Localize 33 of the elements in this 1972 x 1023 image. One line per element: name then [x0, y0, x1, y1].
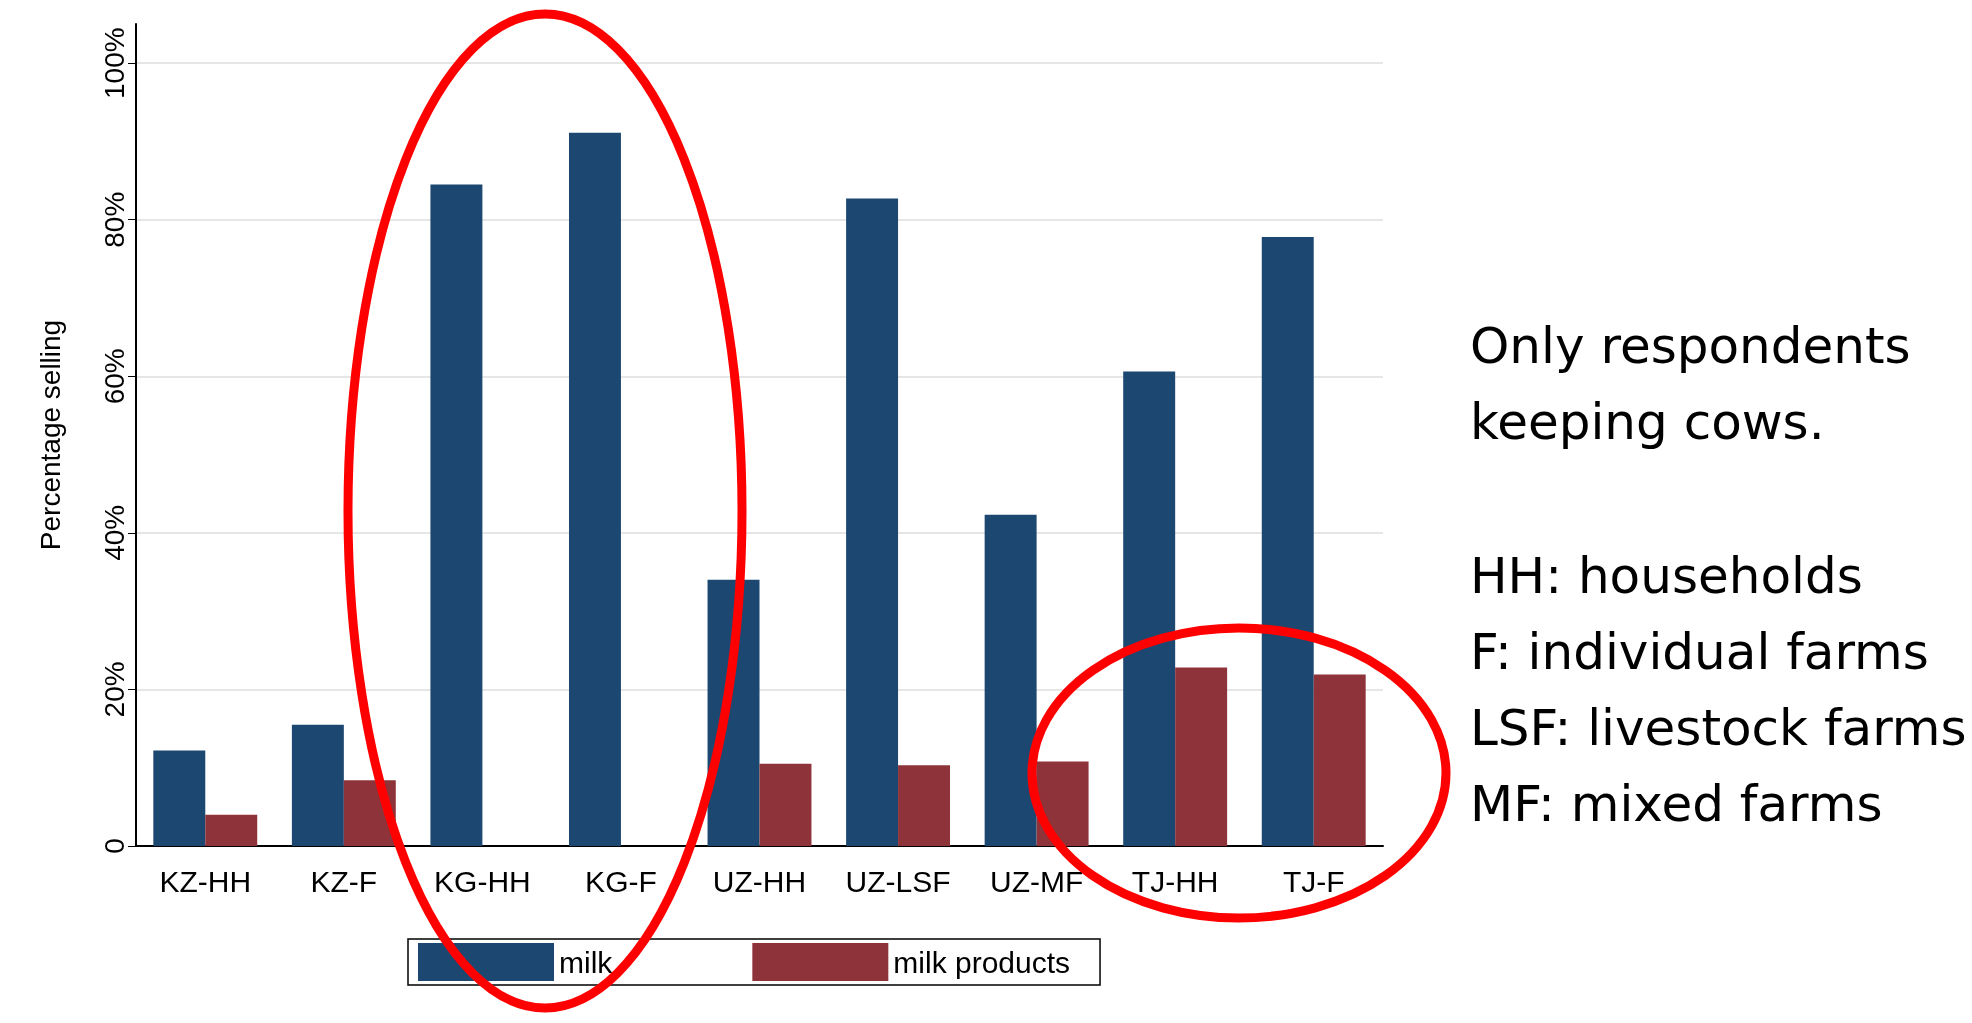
- bar: [984, 514, 1037, 846]
- x-tick-label: TJ-HH: [1131, 864, 1219, 898]
- bar: [1313, 674, 1366, 846]
- y-tick-label: 80%: [98, 191, 130, 248]
- x-tick-label: KG-F: [585, 864, 657, 898]
- legend-label: milk products: [893, 945, 1071, 979]
- y-tick-label: 0: [98, 838, 130, 854]
- y-tick-label: 20%: [98, 661, 130, 718]
- y-tick-label: 60%: [98, 348, 130, 405]
- bar: [1175, 667, 1228, 846]
- bar: [291, 724, 344, 846]
- x-tick-label: TJ-F: [1282, 864, 1345, 898]
- legend-label: milk: [559, 945, 614, 979]
- bar: [568, 132, 621, 846]
- x-tick-label: KG-HH: [434, 864, 531, 898]
- bar: [759, 763, 812, 846]
- x-tick-label: UZ-HH: [712, 864, 807, 898]
- bar: [430, 184, 483, 846]
- bar: [1123, 371, 1176, 846]
- x-tick-label: UZ-MF: [989, 864, 1084, 898]
- y-tick-label: 100%: [98, 27, 130, 99]
- text: Only respondents keeping cows.: [1470, 317, 1911, 451]
- bar: [1261, 236, 1314, 846]
- x-tick-label: UZ-LSF: [845, 864, 951, 898]
- bar: [205, 814, 258, 846]
- bar: [898, 765, 951, 846]
- x-tick-label: KZ-HH: [159, 864, 252, 898]
- text: HH: households F: individual farms LSF: livestock farms MF: mixed farms: [1470, 547, 1967, 833]
- bar: [153, 750, 206, 846]
- y-axis-title: Percentage selling: [34, 319, 66, 551]
- y-tick-label: 40%: [98, 504, 130, 561]
- bar: [846, 198, 899, 846]
- x-tick-label: KZ-F: [310, 864, 378, 898]
